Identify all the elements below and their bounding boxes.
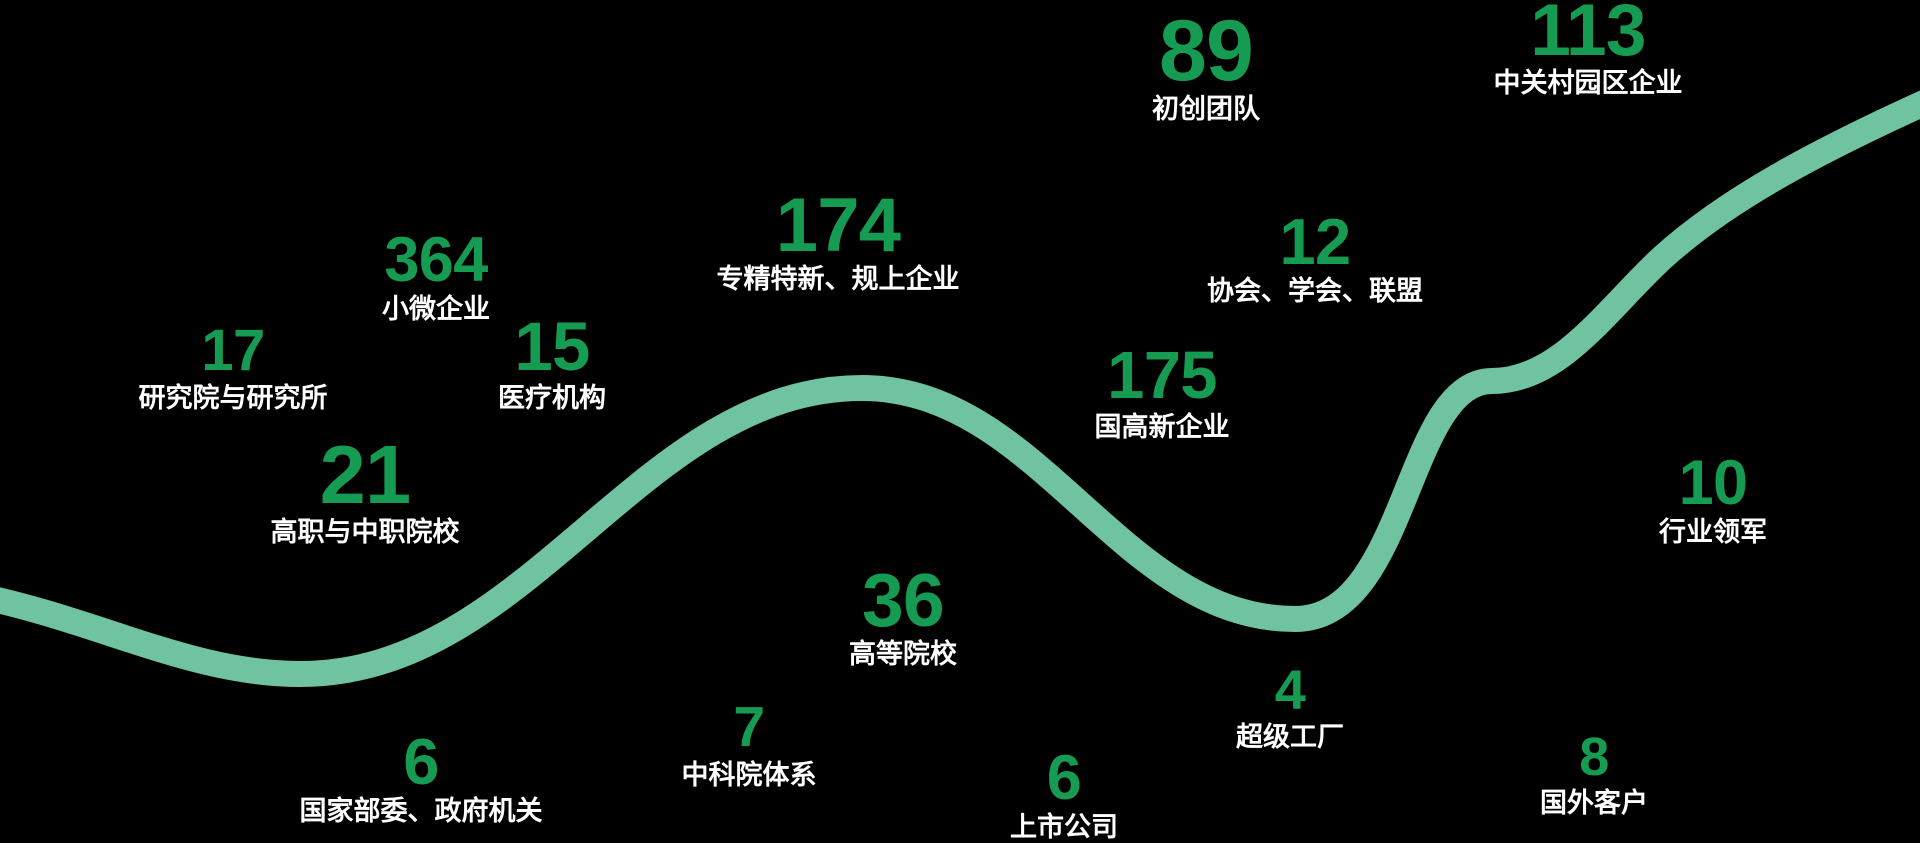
stat-value: 6 bbox=[1046, 743, 1082, 813]
stat-item-yiliaojigou: 15 医疗机构 bbox=[498, 308, 606, 414]
stat-label: 小微企业 bbox=[382, 293, 490, 324]
stat-value: 174 bbox=[775, 183, 901, 268]
stat-item-guowaikehu: 8 国外客户 bbox=[1540, 727, 1648, 819]
stat-item-gaozhi: 21 高职与中职院校 bbox=[270, 428, 460, 548]
stat-label: 研究院与研究所 bbox=[138, 383, 328, 414]
stat-item-gaodengyuanxiao: 36 高等院校 bbox=[849, 558, 957, 670]
stat-label: 协会、学会、联盟 bbox=[1207, 276, 1423, 307]
stat-value: 17 bbox=[201, 318, 265, 383]
stat-value: 4 bbox=[1274, 658, 1306, 721]
stat-label: 国外客户 bbox=[1540, 788, 1648, 819]
stat-value: 36 bbox=[862, 558, 945, 642]
stat-item-yanjiuyuan: 17 研究院与研究所 bbox=[138, 318, 328, 414]
stat-label: 高职与中职院校 bbox=[270, 516, 460, 547]
stat-label: 高等院校 bbox=[849, 638, 957, 669]
stat-value: 175 bbox=[1107, 338, 1217, 413]
stat-label: 中关村园区企业 bbox=[1493, 68, 1683, 99]
stat-label: 行业领军 bbox=[1659, 516, 1767, 547]
stat-item-zhuanjingtexin: 174 专精特新、规上企业 bbox=[716, 183, 960, 296]
stat-value: 6 bbox=[403, 725, 439, 798]
stat-label: 医疗机构 bbox=[498, 383, 606, 414]
stat-value: 7 bbox=[733, 695, 765, 759]
stat-item-chaojigongchang: 4 超级工厂 bbox=[1236, 658, 1344, 753]
stat-item-zhongguancun: 113 中关村园区企业 bbox=[1493, 0, 1683, 99]
stat-label: 超级工厂 bbox=[1236, 721, 1344, 752]
stat-item-guojiabuwei: 6 国家部委、政府机关 bbox=[299, 725, 543, 827]
stat-item-shangshigongsi: 6 上市公司 bbox=[1010, 743, 1118, 843]
stat-value: 10 bbox=[1678, 448, 1748, 518]
stat-value: 113 bbox=[1530, 0, 1646, 71]
stat-item-xiaoweiqiye: 364 小微企业 bbox=[382, 225, 490, 325]
stat-label: 国家部委、政府机关 bbox=[299, 796, 543, 827]
stat-value: 12 bbox=[1279, 205, 1352, 278]
stat-label: 上市公司 bbox=[1010, 811, 1118, 842]
stat-item-guogaoxin: 175 国高新企业 bbox=[1094, 338, 1230, 443]
stat-value: 364 bbox=[384, 225, 488, 295]
stat-value: 21 bbox=[319, 428, 412, 521]
stat-value: 89 bbox=[1159, 3, 1254, 99]
stat-label: 初创团队 bbox=[1152, 93, 1260, 124]
stat-label: 中科院体系 bbox=[681, 759, 817, 790]
stat-item-zhongkeyuan: 7 中科院体系 bbox=[681, 695, 817, 791]
stat-item-hangyelingjun: 10 行业领军 bbox=[1659, 448, 1767, 548]
stat-item-xiehui: 12 协会、学会、联盟 bbox=[1207, 205, 1423, 307]
stat-label: 国高新企业 bbox=[1094, 411, 1230, 442]
stat-label: 专精特新、规上企业 bbox=[716, 264, 960, 295]
stat-value: 15 bbox=[514, 308, 590, 385]
stat-value: 8 bbox=[1579, 727, 1609, 787]
curve-path bbox=[0, 90, 1920, 688]
stat-item-chuchuangtuandui: 89 初创团队 bbox=[1152, 3, 1260, 125]
